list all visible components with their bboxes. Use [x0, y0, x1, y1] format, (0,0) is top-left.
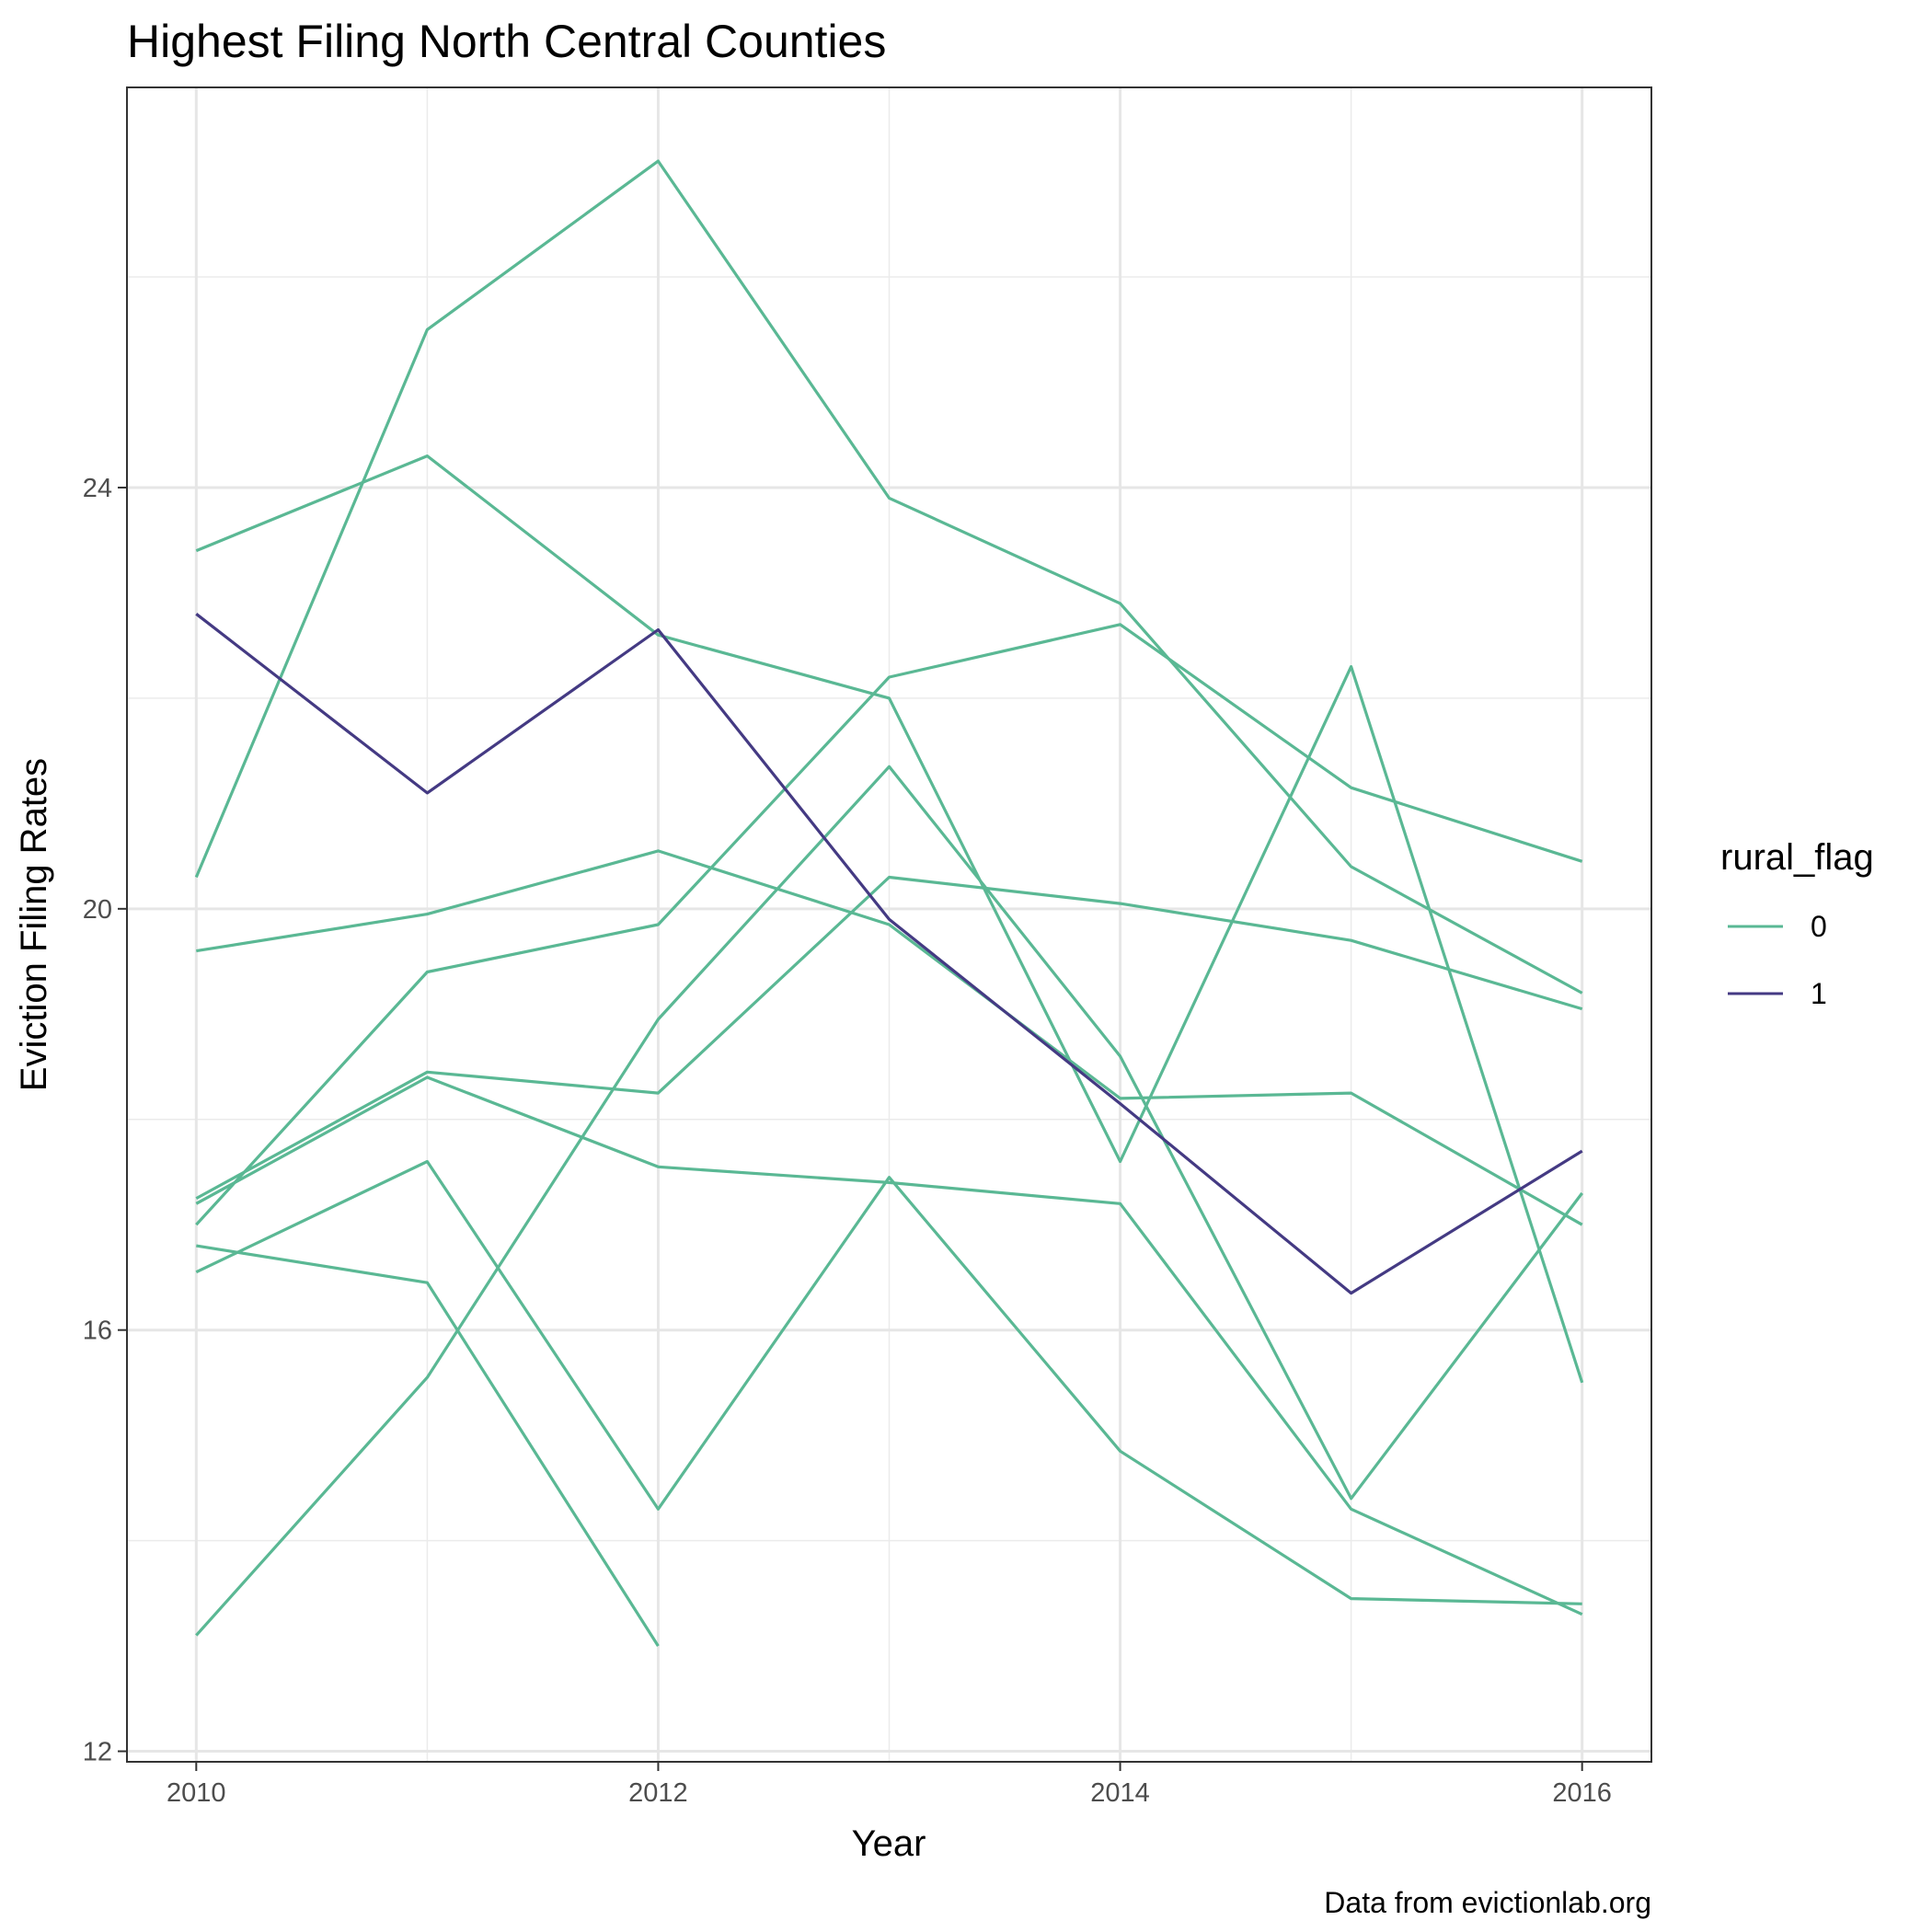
x-axis: 2010 2012 2014 2016 — [167, 1762, 1612, 1808]
legend-item-0: 0 — [1728, 910, 1827, 943]
series-line-6-rural-flag-0 — [196, 1244, 660, 1647]
series-line-5-rural-flag-0 — [195, 1075, 1583, 1616]
legend-label-0: 0 — [1811, 910, 1827, 943]
x-tick-label-2012: 2012 — [628, 1778, 688, 1808]
series-line-3-rural-flag-0 — [195, 875, 1583, 1201]
x-tick-label-2010: 2010 — [167, 1778, 226, 1808]
legend-label-1: 1 — [1811, 977, 1827, 1010]
y-tick-label-20: 20 — [83, 895, 112, 925]
series-line-1-rural-flag-0 — [195, 454, 1584, 1384]
x-tick-label-2014: 2014 — [1090, 1778, 1150, 1808]
series-line-8-rural-flag-0 — [195, 765, 1583, 1637]
legend-title: rural_flag — [1720, 837, 1874, 878]
major-grid — [127, 87, 1651, 1762]
y-axis-title: Eviction Filing Rates — [14, 758, 54, 1091]
y-axis: 12 16 20 24 — [83, 474, 127, 1767]
series-line-2-rural-flag-0 — [196, 849, 1583, 1226]
x-axis-title: Year — [852, 1823, 926, 1864]
chart-title: Highest Filing North Central Counties — [127, 16, 886, 67]
y-tick-label-16: 16 — [83, 1317, 112, 1346]
series-line-7-rural-flag-0 — [195, 1159, 1582, 1605]
caption: Data from evictionlab.org — [1324, 1886, 1651, 1919]
y-tick-label-24: 24 — [83, 474, 112, 503]
plot-border — [126, 86, 1652, 1763]
legend-item-1: 1 — [1728, 977, 1827, 1010]
series-line-9-rural-flag-1 — [195, 613, 1583, 1295]
series-lines — [194, 159, 1584, 1647]
series-line-0-rural-flag-0 — [194, 159, 1583, 995]
legend: rural_flag 0 1 — [1720, 837, 1874, 1010]
x-tick-label-2016: 2016 — [1552, 1778, 1612, 1808]
plot-panel — [126, 86, 1652, 1763]
series-line-4-rural-flag-0 — [195, 623, 1583, 1226]
y-tick-label-12: 12 — [83, 1738, 112, 1767]
